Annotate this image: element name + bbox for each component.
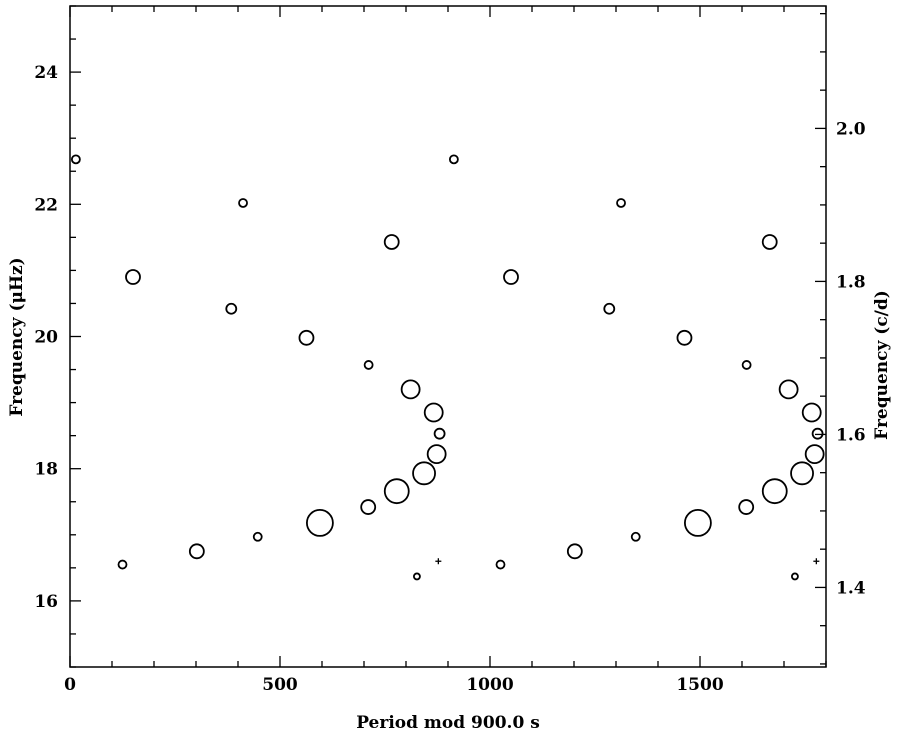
data-point <box>252 531 263 542</box>
y-tick-label: 16 <box>34 592 58 612</box>
y-tick-label: 18 <box>34 460 58 480</box>
data-point <box>778 379 799 400</box>
data-point <box>761 234 778 250</box>
data-point <box>804 444 825 465</box>
data-point <box>790 461 814 486</box>
data-point <box>225 302 238 315</box>
data-point <box>791 572 799 581</box>
data-point <box>761 478 788 505</box>
y2-tick-label: 1.6 <box>836 425 866 445</box>
data-point <box>801 402 822 423</box>
x-tick-label: 0 <box>64 675 76 695</box>
data-point <box>305 509 334 537</box>
plot-frame <box>69 5 827 668</box>
data-point <box>630 531 641 542</box>
data-point <box>811 427 824 440</box>
data-point <box>448 154 459 165</box>
data-point <box>495 559 506 570</box>
data-point <box>566 543 583 560</box>
y2-tick-label: 1.8 <box>836 272 866 292</box>
y2-tick-label: 1.4 <box>836 578 866 598</box>
data-points <box>70 154 825 581</box>
data-point <box>738 499 755 515</box>
data-point <box>413 572 421 581</box>
data-point <box>188 543 205 560</box>
data-point <box>433 427 446 440</box>
data-point <box>676 329 693 346</box>
data-point <box>741 360 752 370</box>
cross-marker <box>435 558 442 565</box>
x-tick-label: 1000 <box>466 675 513 695</box>
cross-marker <box>813 558 820 565</box>
data-point <box>616 198 626 208</box>
data-point <box>684 509 712 537</box>
data-point <box>298 329 315 346</box>
data-point <box>360 499 377 515</box>
x-axis-label: Period mod 900.0 s <box>356 713 540 733</box>
y2-tick-label: 2.0 <box>836 119 866 139</box>
x-tick-label: 500 <box>262 675 298 695</box>
data-point <box>125 269 141 285</box>
data-point <box>426 444 447 465</box>
data-point <box>603 302 616 315</box>
data-point <box>117 559 128 570</box>
x-tick-label: 1500 <box>676 675 723 695</box>
data-point <box>423 402 444 423</box>
y-tick-label: 22 <box>34 195 58 215</box>
axis-ticks <box>69 5 827 668</box>
data-point <box>383 234 400 250</box>
axis-tick-labels: 0 500 1000 1500 16 18 20 22 24 1.4 1.6 1.8 2.0 <box>34 63 865 695</box>
data-point <box>412 461 436 486</box>
y-tick-label: 24 <box>34 63 58 83</box>
y-axis-label: Frequency (μHz) <box>7 257 27 416</box>
data-point <box>238 198 248 208</box>
y2-axis-label: Frequency (c/d) <box>872 290 892 440</box>
data-point <box>70 154 81 165</box>
data-point <box>400 379 421 400</box>
data-point <box>503 269 519 285</box>
y-tick-label: 20 <box>34 328 58 348</box>
data-point <box>363 360 374 370</box>
data-point <box>383 478 410 505</box>
